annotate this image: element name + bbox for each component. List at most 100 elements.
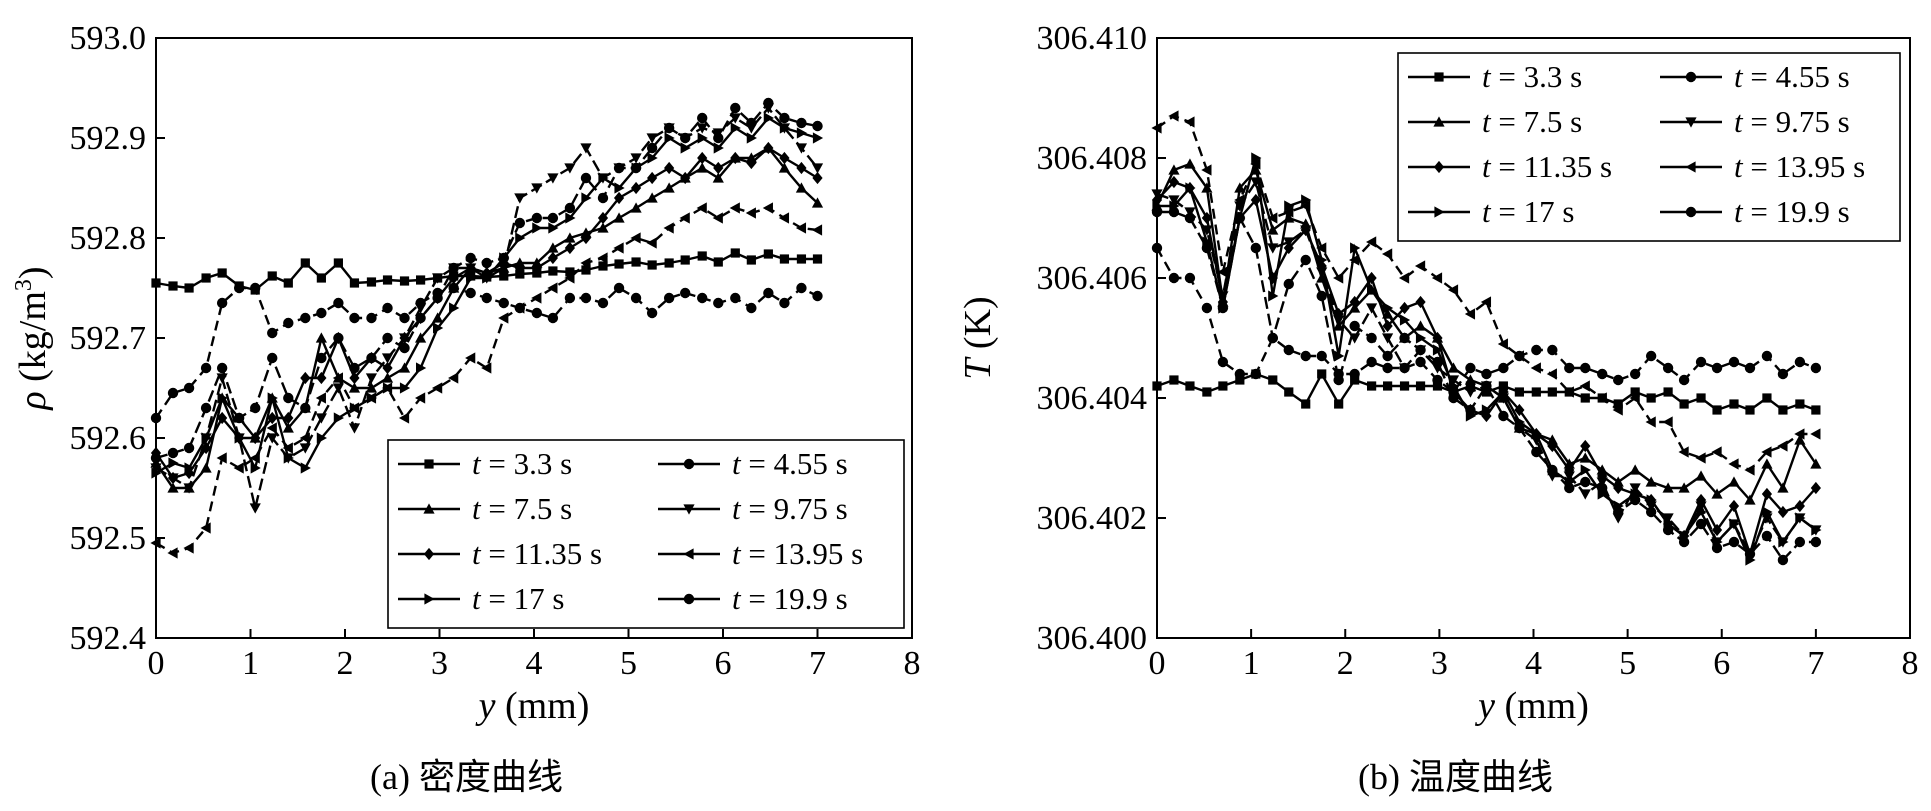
data-point — [1811, 524, 1822, 536]
data-point — [1168, 272, 1180, 284]
x-tick-label: 8 — [1902, 645, 1919, 682]
data-point — [498, 312, 509, 324]
legend-marker — [423, 547, 435, 561]
data-point — [564, 272, 575, 284]
data-point — [1711, 523, 1723, 537]
legend-marker — [1433, 160, 1445, 174]
data-point — [1810, 458, 1822, 469]
data-point — [779, 112, 790, 124]
data-point — [1234, 212, 1246, 224]
x-tick-label: 7 — [809, 645, 826, 682]
data-point — [349, 402, 361, 414]
data-point — [1464, 387, 1477, 398]
data-point — [796, 282, 807, 294]
data-point — [283, 278, 293, 288]
data-point — [647, 152, 658, 164]
data-point — [233, 282, 245, 294]
data-point — [381, 372, 394, 383]
y-tick-label: 306.406 — [1037, 260, 1148, 297]
data-point — [332, 372, 343, 384]
data-point — [1349, 368, 1360, 380]
legend-marker — [1685, 161, 1696, 173]
data-point — [250, 431, 261, 445]
data-point — [697, 151, 708, 165]
data-point — [1415, 332, 1427, 344]
data-point — [646, 307, 658, 319]
data-point — [580, 143, 592, 154]
data-point — [1810, 428, 1821, 440]
legend-item: t = 13.95 s — [1660, 149, 1865, 184]
data-point — [1564, 463, 1575, 477]
data-point — [1662, 416, 1673, 428]
data-point — [1267, 224, 1279, 235]
data-point — [1695, 518, 1707, 530]
data-point — [498, 297, 509, 309]
legend-item: t = 11.35 s — [1408, 149, 1612, 184]
data-point — [217, 411, 228, 425]
data-point — [1432, 381, 1443, 391]
data-point — [1497, 338, 1508, 350]
data-point — [1580, 393, 1590, 403]
legend-marker — [424, 459, 434, 469]
data-point — [647, 260, 657, 270]
legend-item: t = 19.9 s — [1660, 194, 1850, 229]
data-point — [1744, 464, 1755, 476]
data-point — [746, 132, 757, 144]
data-point — [1168, 195, 1180, 206]
data-point — [1662, 362, 1674, 374]
data-point — [250, 402, 261, 414]
data-point — [300, 258, 310, 268]
data-point — [1810, 362, 1822, 374]
data-point — [1366, 332, 1377, 344]
data-point — [415, 312, 426, 324]
series-17-s — [1152, 152, 1822, 566]
data-point — [1399, 314, 1411, 326]
data-point — [1217, 266, 1228, 278]
data-point — [1645, 506, 1657, 518]
legend-marker — [1433, 116, 1445, 127]
data-point — [234, 432, 245, 444]
data-point — [1184, 116, 1195, 128]
x-tick-label: 2 — [1337, 645, 1354, 682]
data-point — [1300, 350, 1311, 362]
data-point — [1283, 344, 1294, 356]
data-point — [1531, 446, 1542, 458]
data-point — [796, 254, 807, 264]
data-point — [1728, 499, 1740, 513]
legend-label: t = 17 s — [1482, 194, 1574, 229]
data-point — [399, 342, 410, 354]
data-point — [1761, 487, 1773, 501]
data-point — [1810, 481, 1821, 495]
data-point — [183, 483, 195, 494]
series-4-55-s — [150, 282, 823, 424]
data-point — [547, 312, 559, 324]
y-tick-label: 592.9 — [70, 120, 147, 157]
data-point — [1201, 242, 1213, 254]
data-point — [1498, 386, 1509, 398]
data-point — [713, 257, 723, 267]
data-point — [1579, 452, 1591, 463]
data-point — [1481, 387, 1492, 397]
y-tick-label: 592.5 — [70, 520, 147, 557]
data-point — [433, 322, 444, 334]
data-point — [1744, 548, 1756, 560]
data-point — [1744, 494, 1756, 505]
y-tick-label: 592.8 — [70, 220, 147, 257]
data-point — [1580, 476, 1591, 488]
data-point — [399, 382, 411, 394]
y-tick-label: 306.410 — [1037, 20, 1148, 57]
data-point — [1531, 387, 1541, 397]
data-point — [299, 432, 310, 444]
legend-marker — [1685, 206, 1697, 218]
data-point — [382, 275, 393, 285]
data-point — [1678, 374, 1690, 386]
series-line — [1157, 210, 1816, 562]
data-point — [167, 447, 179, 459]
data-point — [547, 251, 558, 265]
data-point — [1613, 374, 1624, 386]
data-point — [564, 232, 576, 243]
data-point — [1185, 381, 1195, 391]
data-point — [1546, 434, 1558, 445]
data-point — [1317, 369, 1327, 379]
data-point — [613, 282, 625, 294]
